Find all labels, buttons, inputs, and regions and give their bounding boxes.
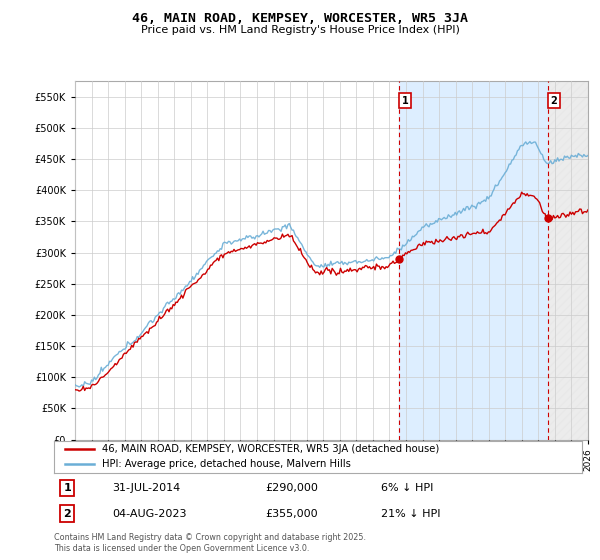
Text: 6% ↓ HPI: 6% ↓ HPI xyxy=(382,483,434,493)
Text: 21% ↓ HPI: 21% ↓ HPI xyxy=(382,508,441,519)
Text: 04-AUG-2023: 04-AUG-2023 xyxy=(112,508,187,519)
Text: HPI: Average price, detached house, Malvern Hills: HPI: Average price, detached house, Malv… xyxy=(101,459,350,469)
Text: £290,000: £290,000 xyxy=(265,483,318,493)
Text: 2: 2 xyxy=(64,508,71,519)
Text: 1: 1 xyxy=(64,483,71,493)
Text: £355,000: £355,000 xyxy=(265,508,318,519)
Text: 46, MAIN ROAD, KEMPSEY, WORCESTER, WR5 3JA (detached house): 46, MAIN ROAD, KEMPSEY, WORCESTER, WR5 3… xyxy=(101,445,439,455)
Text: 2: 2 xyxy=(550,96,557,105)
Text: Contains HM Land Registry data © Crown copyright and database right 2025.
This d: Contains HM Land Registry data © Crown c… xyxy=(54,533,366,553)
Bar xyxy=(399,81,548,440)
Bar xyxy=(548,81,588,440)
Text: 31-JUL-2014: 31-JUL-2014 xyxy=(112,483,181,493)
Text: 1: 1 xyxy=(401,96,408,105)
Text: 46, MAIN ROAD, KEMPSEY, WORCESTER, WR5 3JA: 46, MAIN ROAD, KEMPSEY, WORCESTER, WR5 3… xyxy=(132,12,468,25)
Text: Price paid vs. HM Land Registry's House Price Index (HPI): Price paid vs. HM Land Registry's House … xyxy=(140,25,460,35)
